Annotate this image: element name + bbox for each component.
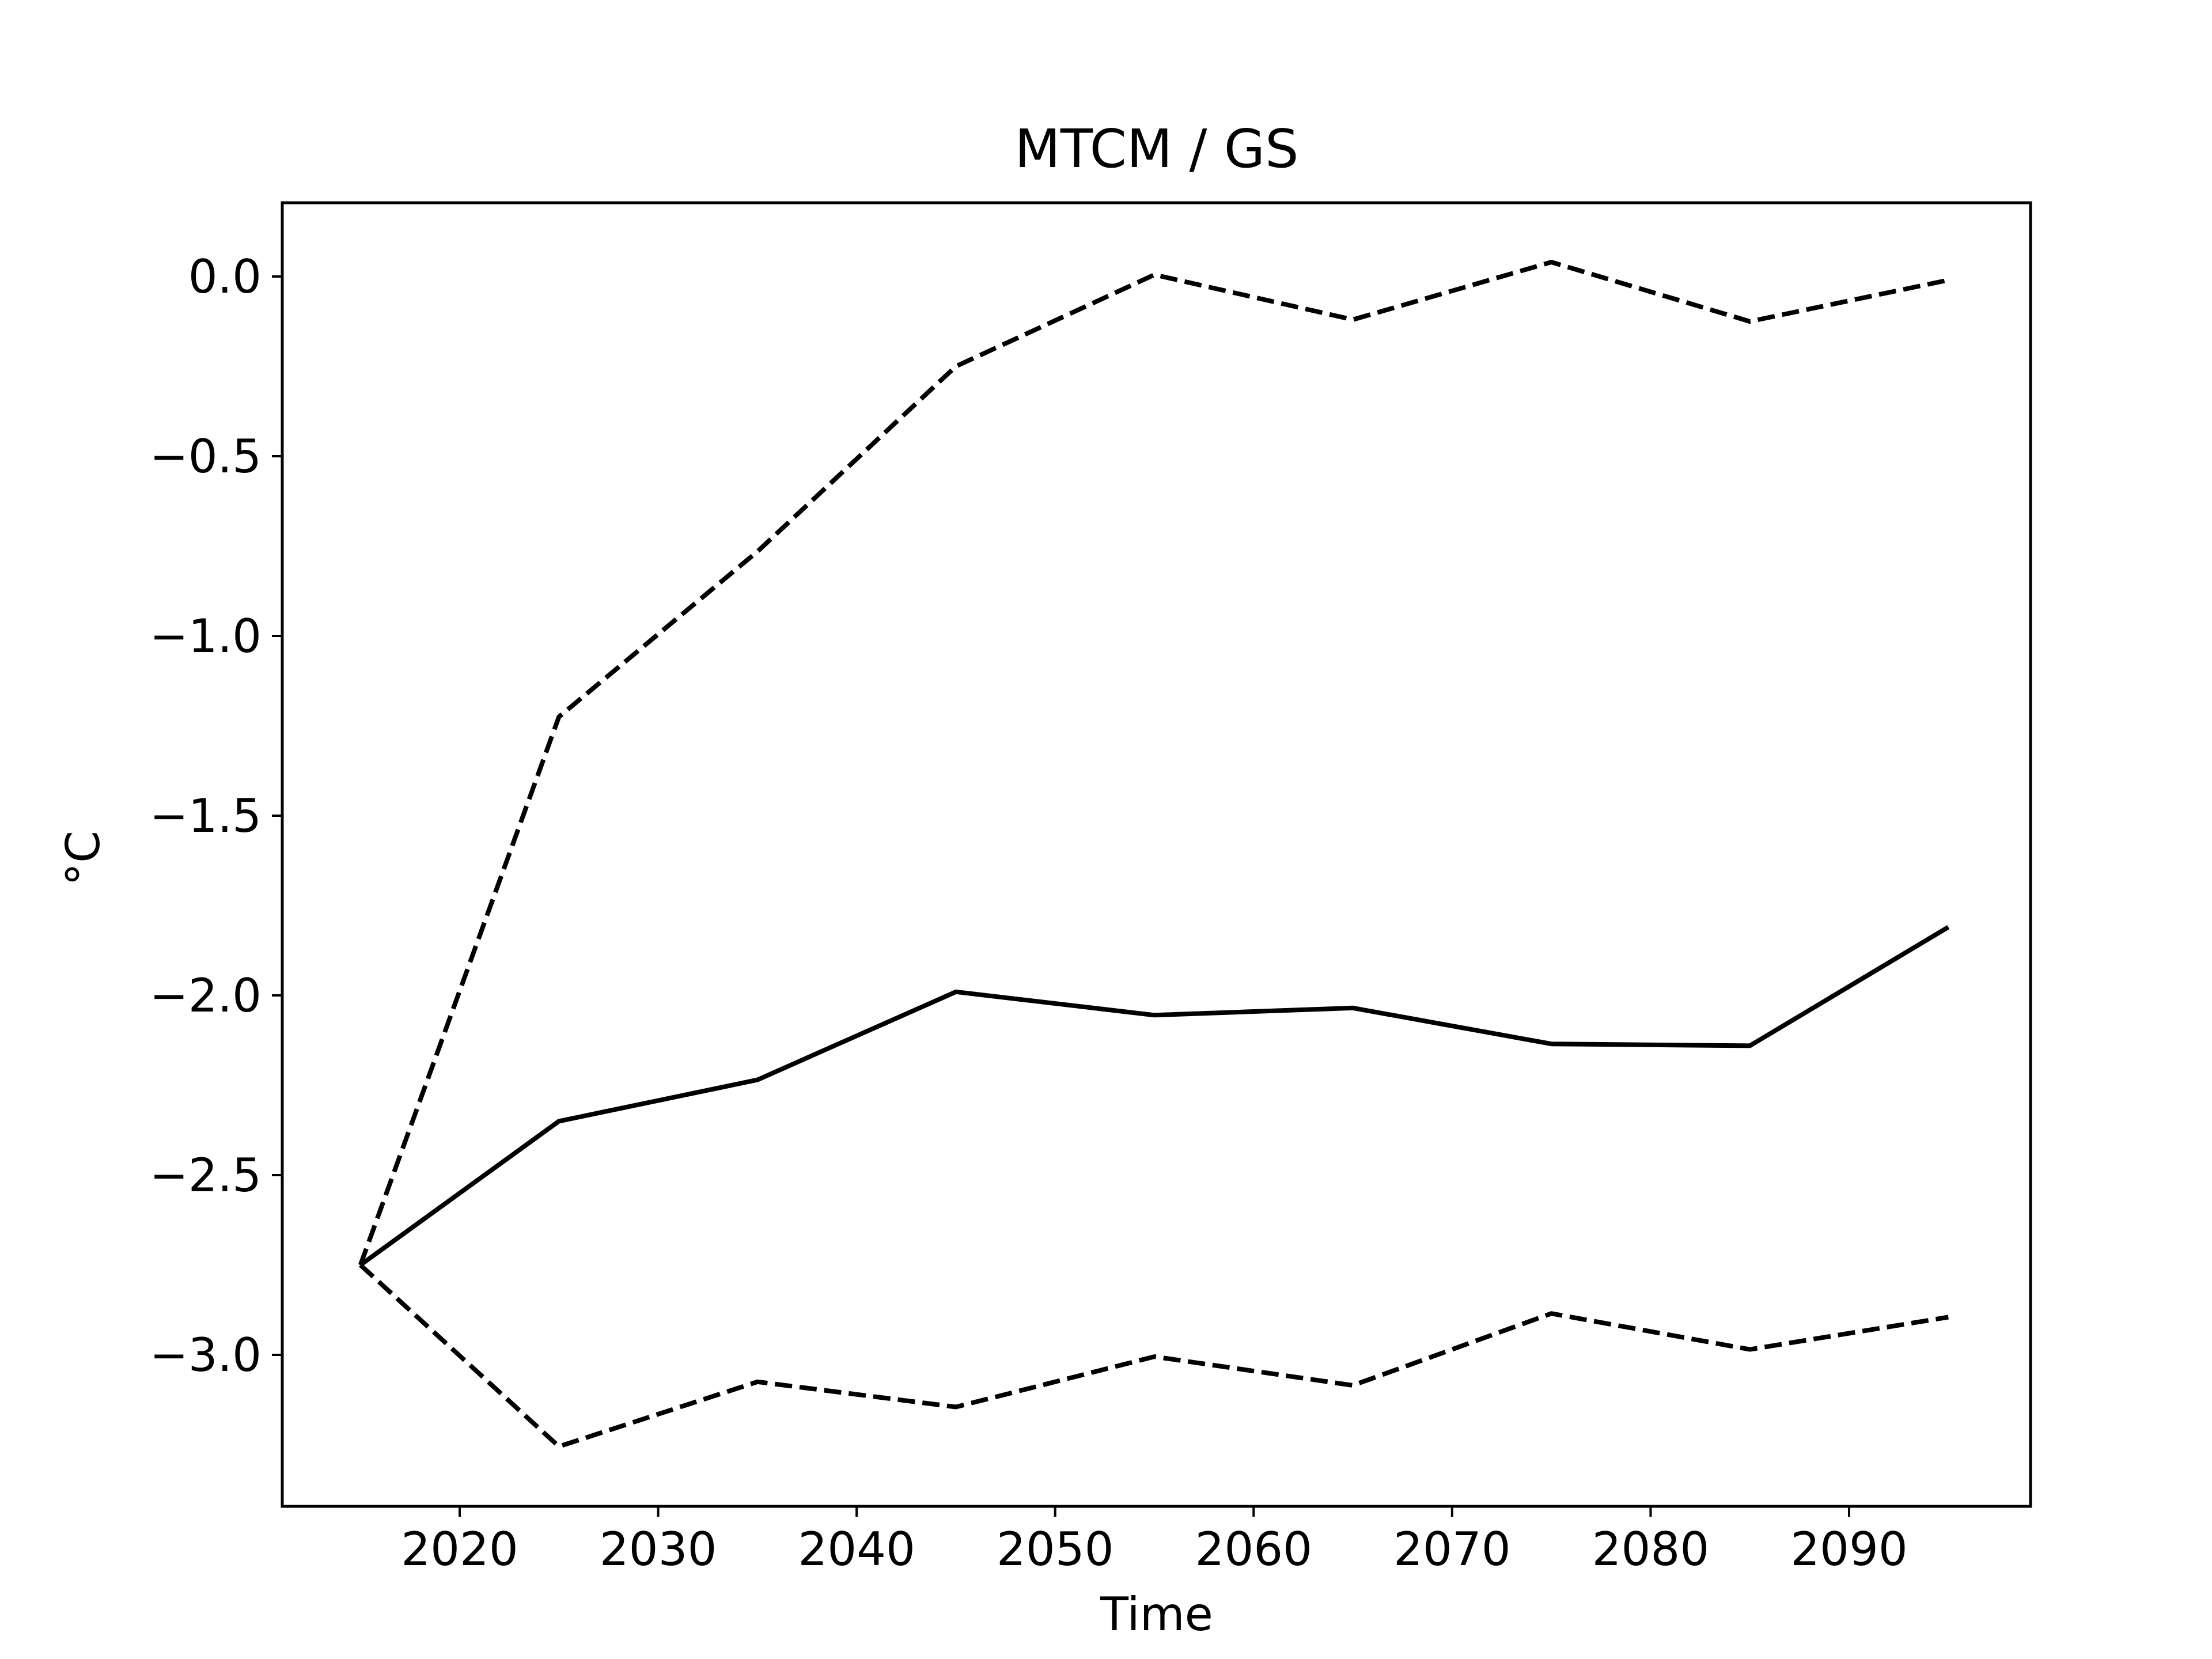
y-tick-label: −1.0 (150, 609, 262, 663)
y-tick-label: −0.5 (150, 430, 262, 483)
x-tick-label: 2030 (600, 1522, 717, 1576)
x-tick-label: 2090 (1790, 1522, 1908, 1576)
x-axis-label: Time (1100, 1588, 1213, 1641)
chart-title: MTCM / GS (1015, 118, 1299, 180)
y-tick-label: −2.5 (150, 1149, 262, 1202)
x-tick-label: 2050 (997, 1522, 1114, 1576)
dashed-series-line-1 (358, 260, 1949, 1266)
plot-lines (358, 260, 1950, 1449)
y-tick-label: 0.0 (188, 250, 262, 304)
x-tick-label: 2080 (1592, 1522, 1710, 1576)
y-tick-label: −2.0 (150, 969, 262, 1022)
x-tick-label: 2040 (798, 1522, 915, 1576)
y-axis: 0.0 −0.5 −1.0 −1.5 −2.0 −2.5 −3.0 (150, 250, 282, 1382)
plot-area-frame (281, 201, 2032, 1508)
x-tick-label: 2070 (1393, 1522, 1511, 1576)
x-axis: 2020 2030 2040 2050 2060 2070 2080 2090 (401, 1506, 1908, 1576)
y-tick-label: −1.5 (150, 789, 262, 843)
x-tick-label: 2060 (1195, 1522, 1312, 1576)
y-axis-label: °C (56, 831, 110, 886)
x-tick-label: 2020 (401, 1522, 518, 1576)
y-tick-label: −3.0 (150, 1328, 262, 1382)
dashed-series-line-2 (359, 1263, 1949, 1449)
solid-series-line-0 (359, 925, 1950, 1267)
